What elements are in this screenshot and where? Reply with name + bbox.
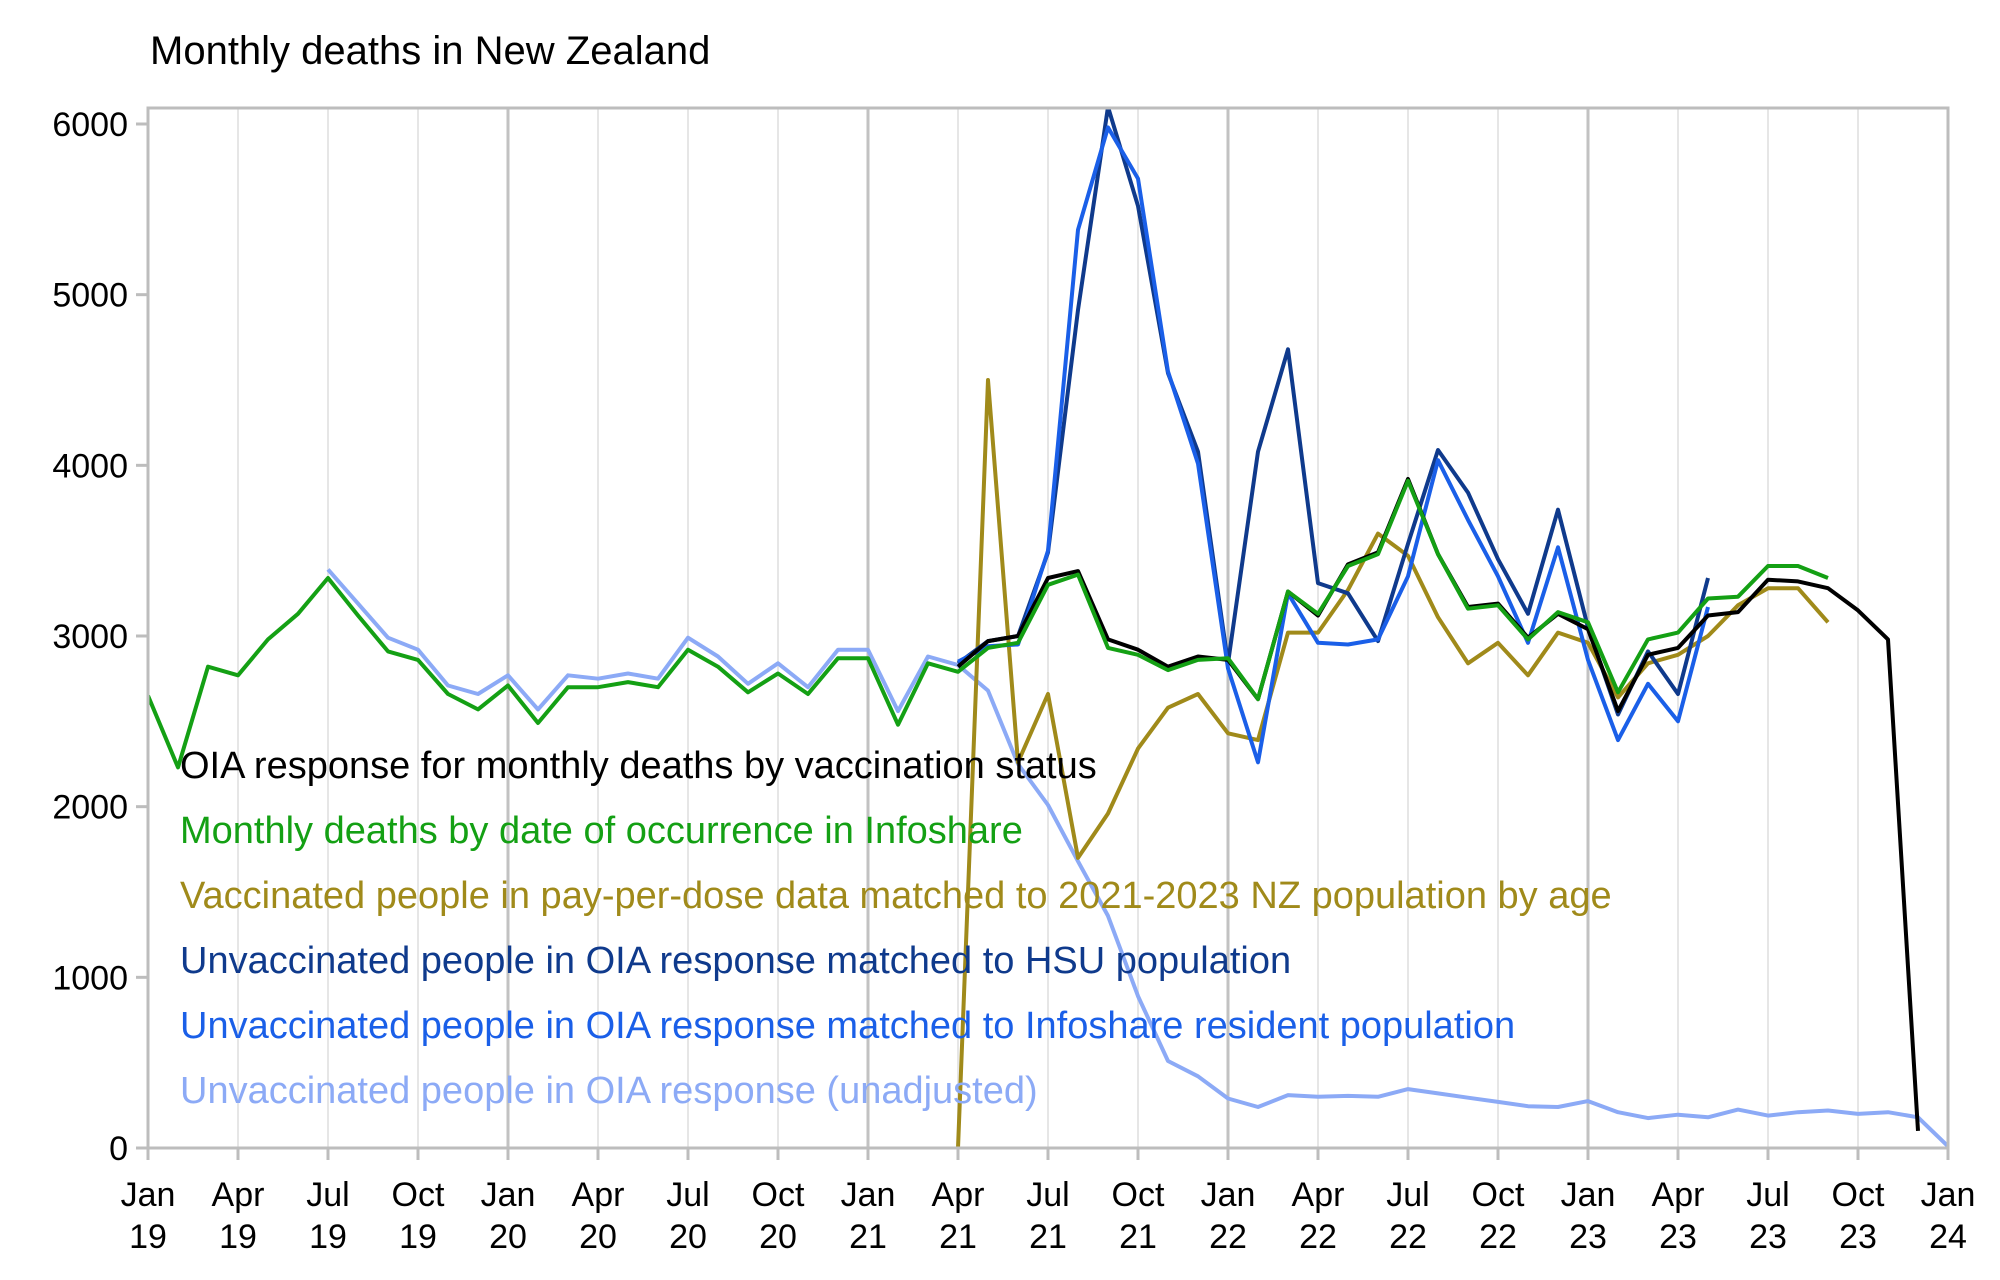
x-tick-label-7: Oct	[752, 1176, 805, 1214]
x-tick-year-16: 23	[1569, 1218, 1607, 1256]
x-tick-year-10: 21	[1029, 1218, 1067, 1256]
y-tick-label-6: 6000	[52, 106, 128, 144]
series-line-3	[957, 125, 1710, 765]
x-tick-label-4: Jan	[481, 1176, 536, 1214]
y-tick-label-4: 4000	[52, 447, 128, 485]
series-line-1	[956, 378, 1830, 1148]
x-axis-ticks: Jan 19 Apr 19 Jul 19 Oct 19 Jan 20 Apr 20 Jul 20 Oct 20…	[121, 1148, 1976, 1256]
y-tick-label-5: 5000	[52, 277, 128, 315]
legend-entry-0: OIA response for monthly deaths by vacci…	[180, 745, 1097, 787]
x-tick-year-12: 22	[1209, 1218, 1247, 1256]
x-tick-year-17: 23	[1659, 1218, 1697, 1256]
x-tick-year-4: 20	[489, 1218, 527, 1256]
x-tick-year-5: 20	[579, 1218, 617, 1256]
x-tick-year-18: 23	[1749, 1218, 1787, 1256]
x-tick-year-9: 21	[939, 1218, 977, 1256]
x-tick-year-7: 20	[759, 1218, 797, 1256]
x-tick-label-1: Apr	[212, 1176, 265, 1214]
y-axis-ticks: 0 1000 2000 3000 4000 5000 6000	[52, 106, 148, 1168]
x-tick-label-14: Jul	[1386, 1176, 1429, 1214]
y-tick-label-0: 0	[109, 1130, 128, 1168]
plot-frame	[146, 106, 1950, 1150]
legend-entry-3: Unvaccinated people in OIA response matc…	[180, 940, 1291, 982]
x-tick-label-11: Oct	[1112, 1176, 1165, 1214]
legend-entry-2: Vaccinated people in pay-per-dose data m…	[180, 875, 1612, 917]
x-tick-label-12: Jan	[1201, 1176, 1256, 1214]
x-tick-year-13: 22	[1299, 1218, 1337, 1256]
x-tick-label-13: Apr	[1292, 1176, 1345, 1214]
legend: OIA response for monthly deaths by vacci…	[180, 745, 1612, 1112]
x-tick-label-2: Jul	[306, 1176, 349, 1214]
x-tick-label-17: Apr	[1652, 1176, 1705, 1214]
chart-title: Monthly deaths in New Zealand	[150, 29, 710, 73]
y-tick-label-1: 1000	[52, 959, 128, 997]
series-line-0	[326, 568, 1948, 1148]
x-tick-year-20: 24	[1929, 1218, 1967, 1256]
x-tick-label-15: Oct	[1472, 1176, 1525, 1214]
x-tick-label-9: Apr	[932, 1176, 985, 1214]
x-tick-label-16: Jan	[1561, 1176, 1616, 1214]
x-tick-year-15: 22	[1479, 1218, 1517, 1256]
x-tick-year-1: 19	[219, 1218, 257, 1256]
series-line-5	[148, 478, 1829, 770]
x-tick-label-10: Jul	[1026, 1176, 1069, 1214]
x-tick-label-3: Oct	[392, 1176, 445, 1214]
x-tick-year-8: 21	[849, 1218, 887, 1256]
x-tick-year-14: 22	[1389, 1218, 1427, 1256]
legend-entry-5: Unvaccinated people in OIA response (una…	[180, 1070, 1038, 1112]
x-tick-label-19: Oct	[1832, 1176, 1885, 1214]
x-tick-year-3: 19	[399, 1218, 437, 1256]
x-tick-label-5: Apr	[572, 1176, 625, 1214]
y-tick-label-3: 3000	[52, 618, 128, 656]
x-tick-year-11: 21	[1119, 1218, 1157, 1256]
x-tick-year-0: 19	[129, 1218, 167, 1256]
x-tick-label-6: Jul	[666, 1176, 709, 1214]
x-tick-label-8: Jan	[841, 1176, 896, 1214]
y-tick-label-2: 2000	[52, 789, 128, 827]
x-tick-year-2: 19	[309, 1218, 347, 1256]
x-tick-label-0: Jan	[121, 1176, 176, 1214]
x-tick-label-20: Jan	[1921, 1176, 1976, 1214]
legend-entry-4: Unvaccinated people in OIA response matc…	[180, 1005, 1515, 1047]
series-lines	[148, 108, 1948, 1148]
x-tick-year-6: 20	[669, 1218, 707, 1256]
legend-entry-1: Monthly deaths by date of occurrence in …	[180, 810, 1023, 852]
x-tick-year-19: 23	[1839, 1218, 1877, 1256]
x-tick-label-18: Jul	[1746, 1176, 1789, 1214]
grid	[146, 108, 1950, 1148]
